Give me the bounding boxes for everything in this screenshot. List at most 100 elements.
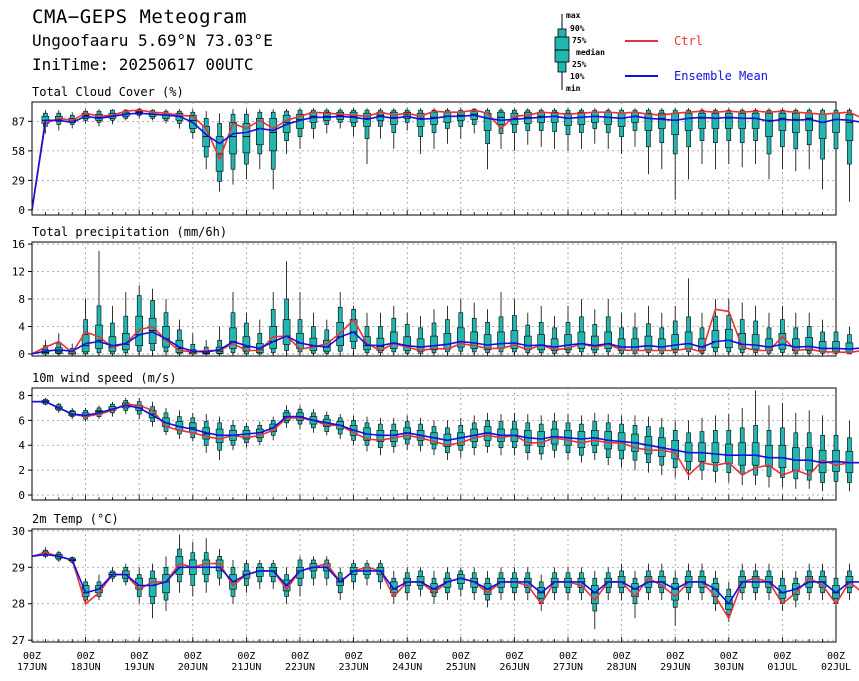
- box-cloud-cover: [711, 108, 720, 170]
- meteogram-title: CMA−GEPS Meteogram: [32, 6, 247, 28]
- box-wind-speed: [791, 412, 800, 489]
- legend-label-2: 75%: [572, 36, 587, 45]
- mean-line-cloud-cover: [31, 112, 859, 211]
- box-precipitation: [242, 312, 251, 355]
- box-cloud-cover: [282, 109, 291, 154]
- box-25-75: [564, 334, 572, 351]
- box-25-75: [175, 556, 184, 575]
- box-25-75: [818, 113, 827, 139]
- box-cloud-cover: [577, 108, 586, 149]
- box-25-75: [724, 443, 733, 465]
- x-time-label: 00Z: [398, 651, 416, 662]
- legend-label-0: max: [566, 11, 581, 20]
- box-25-75: [657, 338, 666, 351]
- box-precipitation: [162, 299, 170, 354]
- legend-label-6: min: [566, 83, 581, 93]
- x-date-label: 28JUN: [607, 662, 637, 673]
- box-temperature: [162, 556, 170, 612]
- box-temperature: [309, 556, 318, 586]
- box-25-75: [322, 339, 331, 352]
- box-cloud-cover: [470, 108, 479, 134]
- panel-cloud-cover: Total Cloud Cover (%) 0 29 58 87: [12, 85, 859, 217]
- box-precipitation: [684, 278, 693, 354]
- box-cloud-cover: [550, 108, 559, 149]
- box-cloud-cover: [832, 108, 840, 175]
- y-tick-label: 2: [18, 464, 25, 477]
- box-cloud-cover: [617, 108, 626, 154]
- ctrl-line-precipitation: [31, 308, 859, 355]
- legend-ctrl-label: Ctrl: [674, 34, 703, 48]
- box-precipitation: [269, 292, 278, 354]
- box-wind-speed: [765, 405, 773, 488]
- box-cloud-cover: [537, 108, 546, 147]
- box-25-75: [818, 341, 827, 352]
- box-25-75: [671, 583, 680, 601]
- box-wind-speed: [189, 412, 197, 442]
- box-precipitation: [724, 299, 733, 354]
- x-time-label: 00Z: [720, 651, 738, 662]
- box-25-75: [108, 336, 117, 352]
- box-cloud-cover: [818, 108, 827, 190]
- box-25-75: [845, 113, 854, 141]
- box-25-75: [644, 112, 653, 131]
- box-25-75: [738, 333, 747, 350]
- box-25-75: [738, 442, 747, 466]
- box-cloud-cover: [751, 108, 760, 165]
- box-precipitation: [282, 261, 291, 354]
- box-25-75: [671, 334, 680, 350]
- box-25-75: [738, 112, 747, 129]
- box-temperature: [148, 563, 157, 619]
- box-wind-speed: [845, 420, 854, 492]
- box-precipitation: [135, 285, 143, 354]
- box-cloud-cover: [631, 108, 639, 147]
- box-25-75: [523, 335, 532, 351]
- x-date-label: 27JUN: [553, 662, 583, 673]
- y-tick-label: 16: [12, 238, 25, 251]
- box-25-75: [537, 334, 546, 351]
- box-25-75: [577, 331, 586, 349]
- y-tick-label: 8: [18, 293, 25, 306]
- box-precipitation: [376, 312, 385, 354]
- box-25-75: [805, 447, 814, 471]
- box-temperature: [255, 559, 264, 590]
- x-date-label: 23JUN: [339, 662, 369, 673]
- mean-line-wind-speed: [32, 400, 859, 464]
- box-25-75: [510, 330, 519, 349]
- box-cloud-cover: [336, 108, 345, 129]
- box-temperature: [349, 559, 358, 590]
- box-wind-speed: [510, 412, 519, 456]
- box-precipitation: [497, 292, 505, 354]
- box-25-75: [778, 444, 787, 468]
- ctrl-line-wind-speed: [32, 400, 859, 477]
- x-date-label: 20JUN: [178, 662, 208, 673]
- box-25-75: [456, 327, 465, 348]
- box-25-75: [483, 334, 492, 351]
- y-tick-label: 27: [12, 634, 25, 647]
- x-axis-labels: 00Z17JUN00Z18JUN00Z19JUN00Z20JUN00Z21JUN…: [17, 651, 851, 673]
- box-25-75: [631, 338, 639, 351]
- legend-label-5: 10%: [570, 72, 585, 81]
- box-temperature: [671, 570, 680, 626]
- box-25-75: [617, 112, 626, 127]
- x-time-label: 00Z: [666, 651, 684, 662]
- box-wind-speed: [175, 410, 184, 440]
- box-25-75: [296, 566, 304, 579]
- box-precipitation: [564, 305, 572, 354]
- box-cloud-cover: [671, 108, 680, 200]
- box-wind-speed: [698, 417, 706, 481]
- box-wind-speed: [818, 415, 827, 492]
- y-tick-label: 29: [12, 561, 25, 574]
- box-25-75: [711, 112, 720, 129]
- legend: max 90% 75% median 25% 10% min Ctrl Ensemble Mea…: [554, 11, 768, 93]
- x-time-label: 00Z: [237, 651, 255, 662]
- box-cloud-cover: [322, 108, 331, 134]
- box-25-75: [751, 334, 760, 350]
- x-time-label: 00Z: [505, 651, 523, 662]
- legend-mean-label: Ensemble Mean: [674, 69, 768, 83]
- box-cloud-cover: [296, 108, 304, 149]
- x-time-label: 00Z: [77, 651, 95, 662]
- y-tick-label: 0: [18, 204, 25, 217]
- box-25-75: [778, 112, 787, 131]
- x-date-label: 21JUN: [231, 662, 261, 673]
- box-cloud-cover: [765, 108, 773, 180]
